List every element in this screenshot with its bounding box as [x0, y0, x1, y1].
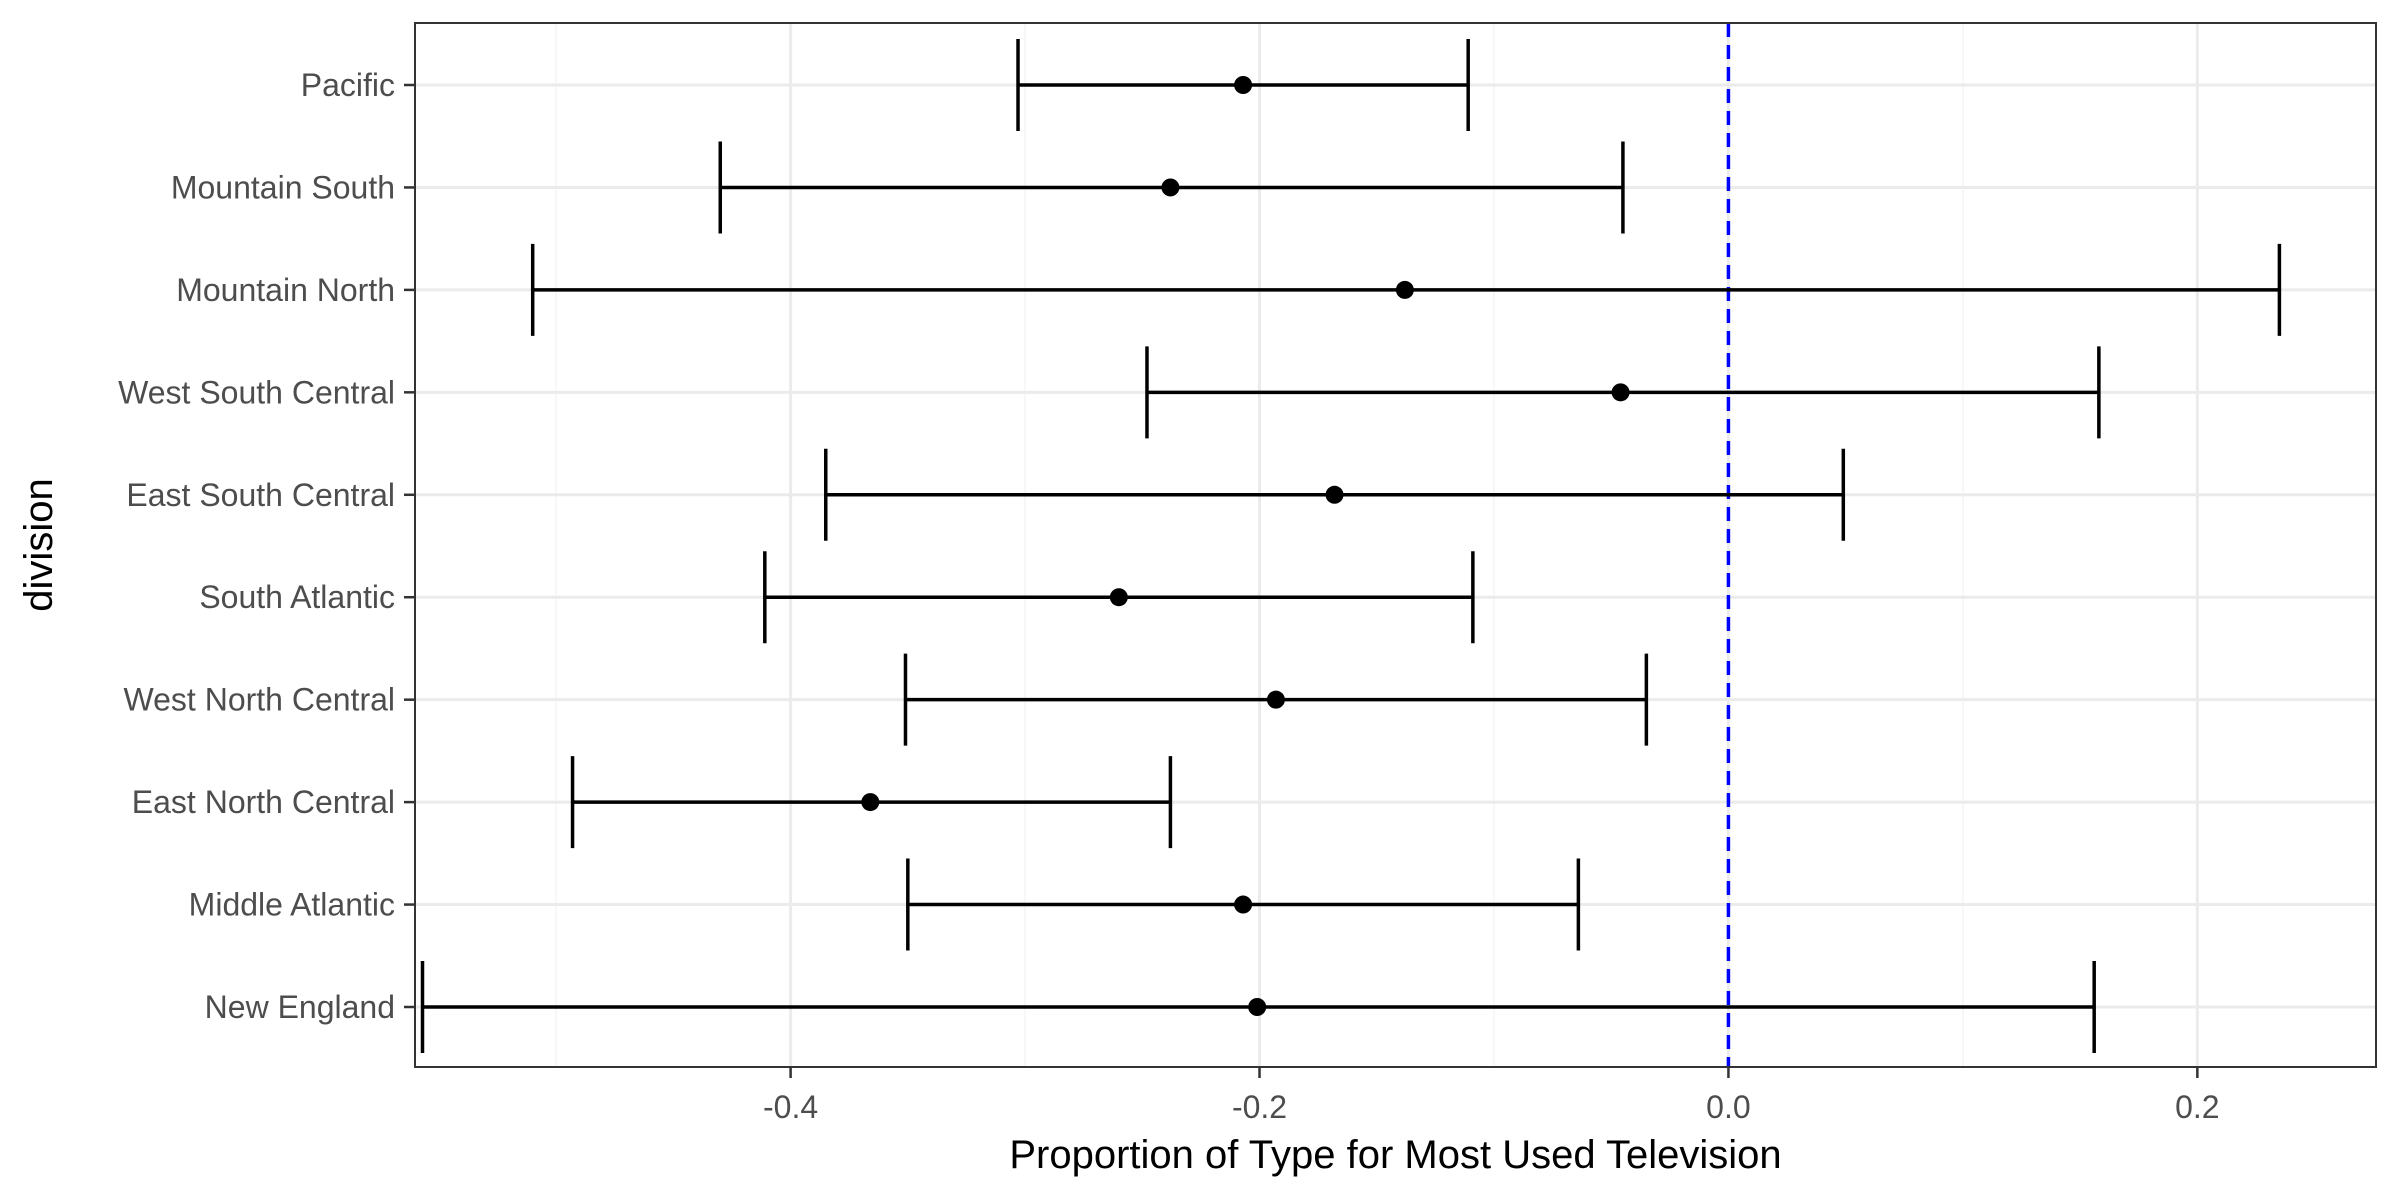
data-point: [1234, 895, 1253, 914]
data-point: [1325, 485, 1344, 504]
x-tick-label: 0.2: [2175, 1089, 2219, 1125]
points: [861, 76, 1630, 1016]
y-axis-title: division: [17, 478, 61, 611]
y-tick-label: East South Central: [126, 477, 395, 513]
data-point: [1248, 998, 1267, 1016]
data-point: [1161, 178, 1180, 197]
data-point: [1611, 383, 1630, 402]
y-tick-label: Middle Atlantic: [189, 887, 395, 923]
y-axis-ticks: Pacific Mountain South Mountain North West …: [118, 67, 415, 1025]
x-axis-ticks: -0.4 -0.2 0.0 0.2: [763, 1067, 2220, 1125]
error-bars: [420, 39, 2282, 1053]
y-tick-label: Mountain South: [171, 169, 395, 205]
y-tick-label: Mountain North: [176, 272, 395, 308]
x-axis-title: Proportion of Type for Most Used Televis…: [1009, 1133, 1781, 1177]
x-tick-label: 0.0: [1706, 1089, 1750, 1125]
grid-major: [415, 23, 2376, 1067]
y-tick-label: East North Central: [132, 784, 395, 820]
y-tick-label: West South Central: [118, 374, 395, 410]
data-point: [1234, 76, 1253, 94]
y-tick-label: New England: [205, 989, 395, 1025]
data-point: [1395, 280, 1414, 299]
y-tick-label: Pacific: [301, 67, 395, 103]
x-tick-label: -0.4: [763, 1089, 818, 1125]
data-point: [861, 793, 880, 812]
x-tick-label: -0.2: [1232, 1089, 1287, 1125]
panel-border: [414, 22, 2377, 1068]
grid-minor: [555, 23, 1964, 1067]
y-tick-label: South Atlantic: [199, 579, 395, 615]
y-tick-label: West North Central: [124, 682, 396, 718]
data-point: [1109, 588, 1128, 607]
data-point: [1266, 690, 1285, 709]
